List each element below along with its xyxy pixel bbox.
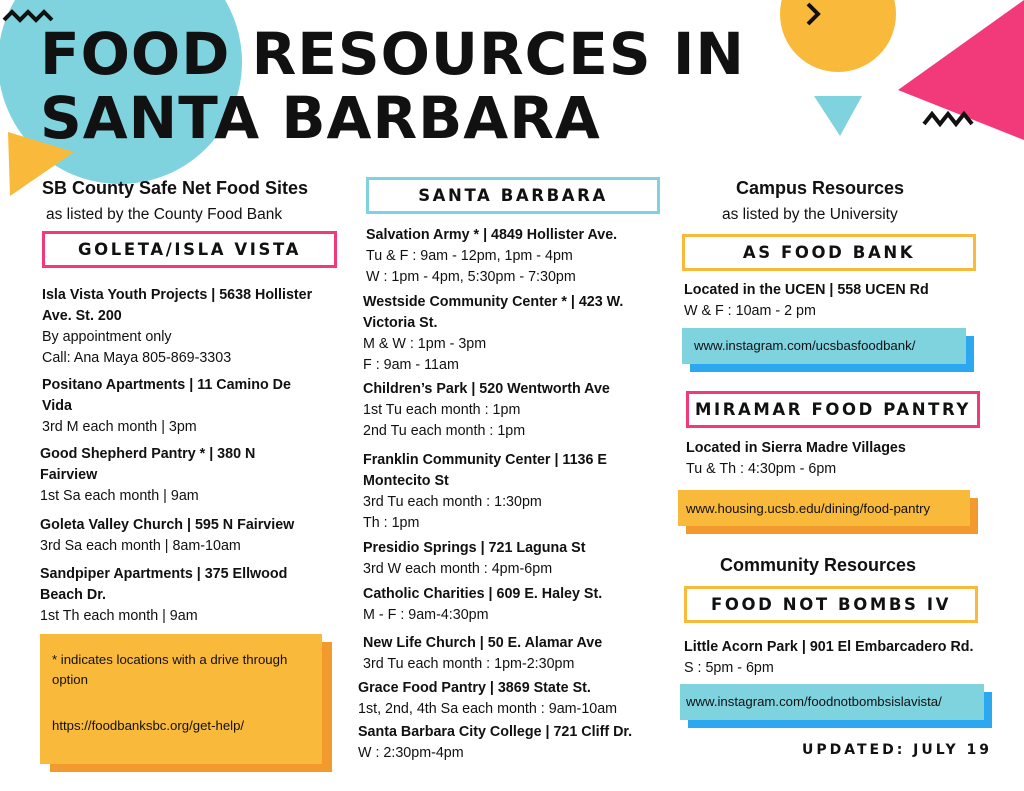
entry-line: Tu & F : 9am - 12pm, 1pm - 4pm <box>366 248 573 264</box>
entry-line: F : 9am - 11am <box>363 357 459 373</box>
card-face <box>678 490 970 526</box>
entry-name: Sandpiper Apartments | 375 Ellwood Beach… <box>40 566 288 603</box>
list-item: Salvation Army * | 4849 Hollister Ave. T… <box>366 225 666 288</box>
updated-label: UPDATED: JULY 19 <box>801 742 992 758</box>
miramar-link[interactable]: www.housing.ucsb.edu/dining/food-pantry <box>686 501 931 516</box>
entry-line: 3rd Tu each month : 1pm-2:30pm <box>363 656 575 672</box>
as-food-bank-link[interactable]: www.instagram.com/ucsbasfoodbank/ <box>694 338 916 353</box>
entry-name: Children’s Park | 520 Wentworth Ave <box>363 381 610 397</box>
entry-name: Goleta Valley Church | 595 N Fairview <box>40 517 295 533</box>
community-heading: Community Resources <box>720 555 917 575</box>
entry-line: 3rd W each month : 4pm-6pm <box>363 561 553 577</box>
entry-line: 3rd Sa each month | 8am-10am <box>40 538 241 554</box>
list-item: Positano Apartments | 11 Camino De Vida … <box>42 375 322 438</box>
entry-name: Little Acorn Park | 901 El Embarcadero R… <box>684 639 974 655</box>
gold-triangle-shape <box>8 132 74 196</box>
entry-line: S : 5pm - 6pm <box>684 660 774 676</box>
entry-name: Isla Vista Youth Projects | 5638 Hollist… <box>42 287 313 324</box>
food-not-bombs-link[interactable]: www.instagram.com/foodnotbombsislavista/ <box>686 694 942 709</box>
entry-line: M & W : 1pm - 3pm <box>363 336 487 352</box>
entry-line: W : 1pm - 4pm, 5:30pm - 7:30pm <box>366 269 576 285</box>
list-item: Goleta Valley Church | 595 N Fairview 3r… <box>40 515 350 557</box>
miramar-food-pantry-box: MIRAMAR FOOD PANTRY <box>686 391 980 428</box>
entry-name: Salvation Army * | 4849 Hollister Ave. <box>366 227 618 243</box>
entry-line: By appointment only <box>42 329 172 345</box>
entry-line: 3rd M each month | 3pm <box>42 419 197 435</box>
list-item: New Life Church | 50 E. Alamar Ave 3rd T… <box>363 633 663 675</box>
left-subheading: as listed by the County Food Bank <box>46 206 283 223</box>
title-line-1: FOOD RESOURCES IN <box>40 20 745 88</box>
zigzag-right-shape <box>922 110 974 128</box>
pink-triangle-shape <box>898 0 1024 140</box>
list-item: Good Shepherd Pantry * | 380 N Fairview … <box>40 444 290 507</box>
list-item: Located in the UCEN | 558 UCEN Rd W & F … <box>684 280 984 322</box>
card-face <box>682 328 966 364</box>
entry-name: Westside Community Center * | 423 W. Vic… <box>363 294 624 331</box>
entry-name: New Life Church | 50 E. Alamar Ave <box>363 635 603 651</box>
list-item: Children’s Park | 520 Wentworth Ave 1st … <box>363 379 663 442</box>
left-heading: SB County Safe Net Food Sites <box>42 178 309 198</box>
campus-subheading: as listed by the University <box>722 206 898 223</box>
entry-name: Franklin Community Center | 1136 E Monte… <box>363 452 607 489</box>
entry-name: Positano Apartments | 11 Camino De Vida <box>42 377 291 414</box>
food-not-bombs-box: FOOD NOT BOMBS IV <box>684 586 978 623</box>
link-card: www.instagram.com/ucsbasfoodbank/ <box>682 328 974 372</box>
list-item: Santa Barbara City College | 721 Cliff D… <box>358 722 668 764</box>
foodbank-link[interactable]: https://foodbanksbc.org/get-help/ <box>52 718 245 733</box>
zigzag-topleft-shape <box>2 9 54 23</box>
link-card: www.instagram.com/foodnotbombsislavista/ <box>680 684 992 728</box>
entry-line: Call: Ana Maya 805-869-3303 <box>42 350 232 366</box>
entry-name: Grace Food Pantry | 3869 State St. <box>358 680 591 696</box>
as-food-bank-box: AS FOOD BANK <box>682 234 976 271</box>
list-item: Little Acorn Park | 901 El Embarcadero R… <box>684 637 1014 679</box>
card-face <box>40 634 322 764</box>
campus-heading: Campus Resources <box>736 178 905 198</box>
entry-line: Tu & Th : 4:30pm - 6pm <box>686 461 837 477</box>
entry-name: Catholic Charities | 609 E. Haley St. <box>363 586 603 602</box>
entry-line: 1st Th each month | 9am <box>40 608 198 624</box>
link-card: www.housing.ucsb.edu/dining/food-pantry <box>678 490 978 534</box>
entry-name: Good Shepherd Pantry * | 380 N Fairview <box>40 446 256 483</box>
entry-line: 3rd Tu each month : 1:30pm <box>363 494 542 510</box>
list-item: Grace Food Pantry | 3869 State St. 1st, … <box>358 678 668 720</box>
entry-line: Th : 1pm <box>363 515 420 531</box>
drive-through-note: * indicates locations with a drive throu… <box>52 652 288 687</box>
goleta-isla-vista-box: GOLETA/ISLA VISTA <box>42 231 337 268</box>
list-item: Franklin Community Center | 1136 E Monte… <box>363 450 643 534</box>
title-line-2: SANTA BARBARA <box>40 84 601 152</box>
entry-line: M - F : 9am-4:30pm <box>363 607 489 623</box>
entry-name: Located in Sierra Madre Villages <box>686 440 906 456</box>
entry-name: Santa Barbara City College | 721 Cliff D… <box>358 724 633 740</box>
teal-circle-shape <box>0 0 242 184</box>
list-item: Presidio Springs | 721 Laguna St 3rd W e… <box>363 538 663 580</box>
entry-line: 2nd Tu each month : 1pm <box>363 423 526 439</box>
note-card: * indicates locations with a drive throu… <box>40 634 332 772</box>
list-item: Westside Community Center * | 423 W. Vic… <box>363 292 663 376</box>
entry-line: W : 2:30pm-4pm <box>358 745 464 761</box>
entry-line: 1st Sa each month | 9am <box>40 488 199 504</box>
entry-name: Presidio Springs | 721 Laguna St <box>363 540 586 556</box>
entry-name: Located in the UCEN | 558 UCEN Rd <box>684 282 929 298</box>
zigzag-gold-shape <box>806 2 821 26</box>
page-title: FOOD RESOURCES IN SANTA BARBARA <box>40 22 745 150</box>
list-item: Located in Sierra Madre Villages Tu & Th… <box>686 438 986 480</box>
list-item: Catholic Charities | 609 E. Haley St. M … <box>363 584 663 626</box>
entry-line: 1st, 2nd, 4th Sa each month : 9am-10am <box>358 701 618 717</box>
list-item: Isla Vista Youth Projects | 5638 Hollist… <box>42 285 342 369</box>
entry-line: 1st Tu each month : 1pm <box>363 402 521 418</box>
santa-barbara-box: SANTA BARBARA <box>366 177 660 214</box>
teal-triangle-shape <box>814 96 862 136</box>
card-face <box>680 684 984 720</box>
list-item: Sandpiper Apartments | 375 Ellwood Beach… <box>40 564 330 627</box>
gold-circle-shape <box>780 0 896 72</box>
entry-line: W & F : 10am - 2 pm <box>684 303 816 319</box>
